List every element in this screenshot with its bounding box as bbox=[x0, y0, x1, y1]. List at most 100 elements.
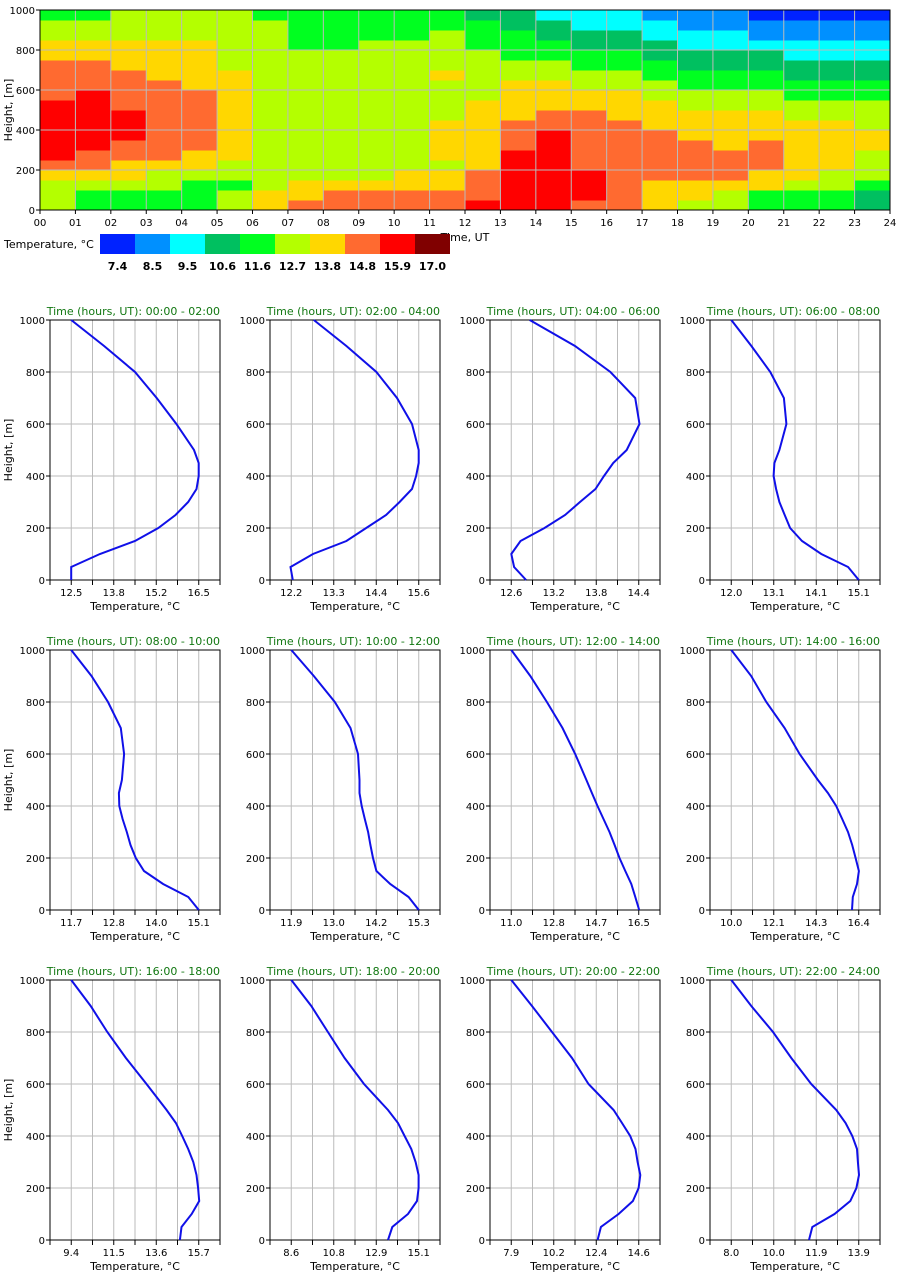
profile-x-tick-label: 10.0 bbox=[763, 1248, 785, 1259]
legend-swatch bbox=[310, 234, 345, 254]
heatmap-cell bbox=[606, 100, 643, 111]
heatmap-cell bbox=[677, 90, 714, 101]
profile-title: Time (hours, UT): 14:00 - 16:00 bbox=[706, 635, 880, 648]
profile-x-tick-label: 12.2 bbox=[280, 588, 302, 599]
heatmap-cell bbox=[642, 40, 678, 51]
profile-x-axis-label: Temperature, °C bbox=[309, 600, 400, 613]
legend-swatch bbox=[275, 234, 310, 254]
profile-y-tick-label: 1000 bbox=[680, 646, 705, 657]
heatmap-cell bbox=[40, 170, 76, 181]
heatmap-cell bbox=[606, 60, 643, 71]
profile-frame bbox=[489, 319, 661, 581]
heatmap-cell bbox=[323, 150, 360, 161]
profile-panel: 0 200 400 600 800 1000 11.7 12.8 14.0 15.1 Time (h… bbox=[2, 635, 221, 943]
legend-label: 15.9 bbox=[384, 260, 411, 273]
profile-frame bbox=[489, 979, 661, 1241]
profile-y-tick-label: 200 bbox=[246, 1184, 265, 1195]
heatmap-cell bbox=[712, 20, 749, 31]
heatmap-cell bbox=[606, 10, 643, 21]
profile-y-tick-label: 600 bbox=[686, 750, 705, 761]
heatmap-cell bbox=[819, 130, 856, 141]
heatmap-cell bbox=[712, 40, 749, 51]
heatmap-cell bbox=[854, 90, 891, 101]
heatmap-cell bbox=[287, 30, 324, 41]
profile-panel: 0 200 400 600 800 1000 12.6 13.2 13.8 14.4 Time (h… bbox=[460, 305, 661, 613]
heatmap-cell bbox=[287, 80, 324, 91]
heatmap-cell bbox=[429, 40, 466, 51]
profile-y-tick-label: 0 bbox=[39, 576, 45, 587]
heatmap-cell bbox=[75, 180, 112, 191]
heatmap-cell bbox=[40, 120, 76, 131]
heatmap-cell bbox=[75, 30, 112, 41]
profile-x-tick-label: 14.2 bbox=[365, 918, 387, 929]
heatmap-cell bbox=[677, 50, 714, 61]
heatmap-cell bbox=[75, 60, 112, 71]
profile-x-tick-label: 8.6 bbox=[283, 1248, 299, 1259]
heatmap-cell bbox=[252, 50, 289, 61]
heatmap-cell bbox=[571, 170, 608, 181]
heatmap-cell bbox=[535, 30, 572, 41]
profile-x-tick-label: 10.2 bbox=[543, 1248, 565, 1259]
heatmap-cell bbox=[571, 130, 608, 141]
profile-title-prefix: Time (hours, UT): bbox=[266, 965, 366, 978]
heatmap-cell bbox=[465, 160, 501, 171]
heatmap-cell bbox=[819, 160, 856, 171]
heatmap-x-tick-label: 15 bbox=[565, 218, 578, 229]
profile-y-tick-label: 600 bbox=[26, 420, 45, 431]
heatmap-cell bbox=[854, 100, 891, 111]
heatmap-cell bbox=[571, 80, 608, 91]
heatmap-cell bbox=[535, 100, 572, 111]
profile-y-tick-label: 0 bbox=[479, 1236, 485, 1247]
heatmap-cell bbox=[535, 50, 572, 61]
heatmap-cell bbox=[854, 180, 891, 191]
heatmap-cell bbox=[75, 120, 112, 131]
heatmap-cell bbox=[465, 120, 501, 131]
heatmap-cell bbox=[606, 150, 643, 161]
heatmap-cell bbox=[712, 140, 749, 151]
profile-panel: 0 200 400 600 800 1000 12.0 13.1 14.1 15.1 Time (h… bbox=[680, 305, 881, 613]
heatmap-cell bbox=[181, 70, 218, 81]
legend-swatch bbox=[170, 234, 205, 254]
heatmap-cell bbox=[535, 180, 572, 191]
profile-title: Time (hours, UT): 06:00 - 08:00 bbox=[706, 305, 880, 318]
profile-x-tick-label: 14.6 bbox=[628, 1248, 650, 1259]
profile-x-tick-label: 11.5 bbox=[103, 1248, 125, 1259]
heatmap-cell bbox=[110, 80, 147, 91]
heatmap-cell bbox=[571, 120, 608, 131]
heatmap-cell bbox=[252, 20, 289, 31]
heatmap-cell bbox=[110, 10, 147, 21]
heatmap-cell bbox=[110, 30, 147, 41]
heatmap-cell bbox=[358, 20, 395, 31]
heatmap-cell bbox=[642, 100, 678, 111]
heatmap-cell bbox=[571, 70, 608, 81]
heatmap-cell bbox=[819, 190, 856, 201]
profile-x-tick-label: 12.8 bbox=[103, 918, 125, 929]
profile-title-time: 00:00 - 02:00 bbox=[146, 305, 220, 318]
heatmap-cell bbox=[358, 130, 395, 141]
profile-y-tick-label: 200 bbox=[686, 1184, 705, 1195]
heatmap-x-tick-label: 16 bbox=[600, 218, 613, 229]
heatmap-cell bbox=[252, 100, 289, 111]
heatmap-cell bbox=[110, 110, 147, 121]
heatmap-cell bbox=[606, 70, 643, 81]
profile-x-tick-label: 11.9 bbox=[805, 1248, 827, 1259]
heatmap-cell bbox=[287, 170, 324, 181]
heatmap-cell bbox=[110, 100, 147, 111]
profile-y-tick-label: 400 bbox=[466, 1132, 485, 1143]
heatmap-cell bbox=[535, 20, 572, 31]
profile-title-time: 14:00 - 16:00 bbox=[806, 635, 880, 648]
heatmap-cell bbox=[181, 150, 218, 161]
profile-x-tick-label: 13.0 bbox=[323, 918, 345, 929]
heatmap-cell bbox=[323, 100, 360, 111]
heatmap-cell bbox=[323, 60, 360, 71]
profile-y-tick-label: 0 bbox=[259, 906, 265, 917]
heatmap-cell bbox=[394, 160, 431, 171]
heatmap-cell bbox=[571, 110, 608, 121]
heatmap-cell bbox=[75, 150, 112, 161]
legend-label: 9.5 bbox=[178, 260, 198, 273]
heatmap-cell bbox=[287, 50, 324, 61]
heatmap-cell bbox=[712, 60, 749, 71]
heatmap-cell bbox=[819, 90, 856, 101]
heatmap-cell bbox=[252, 150, 289, 161]
heatmap-cell bbox=[783, 140, 820, 151]
